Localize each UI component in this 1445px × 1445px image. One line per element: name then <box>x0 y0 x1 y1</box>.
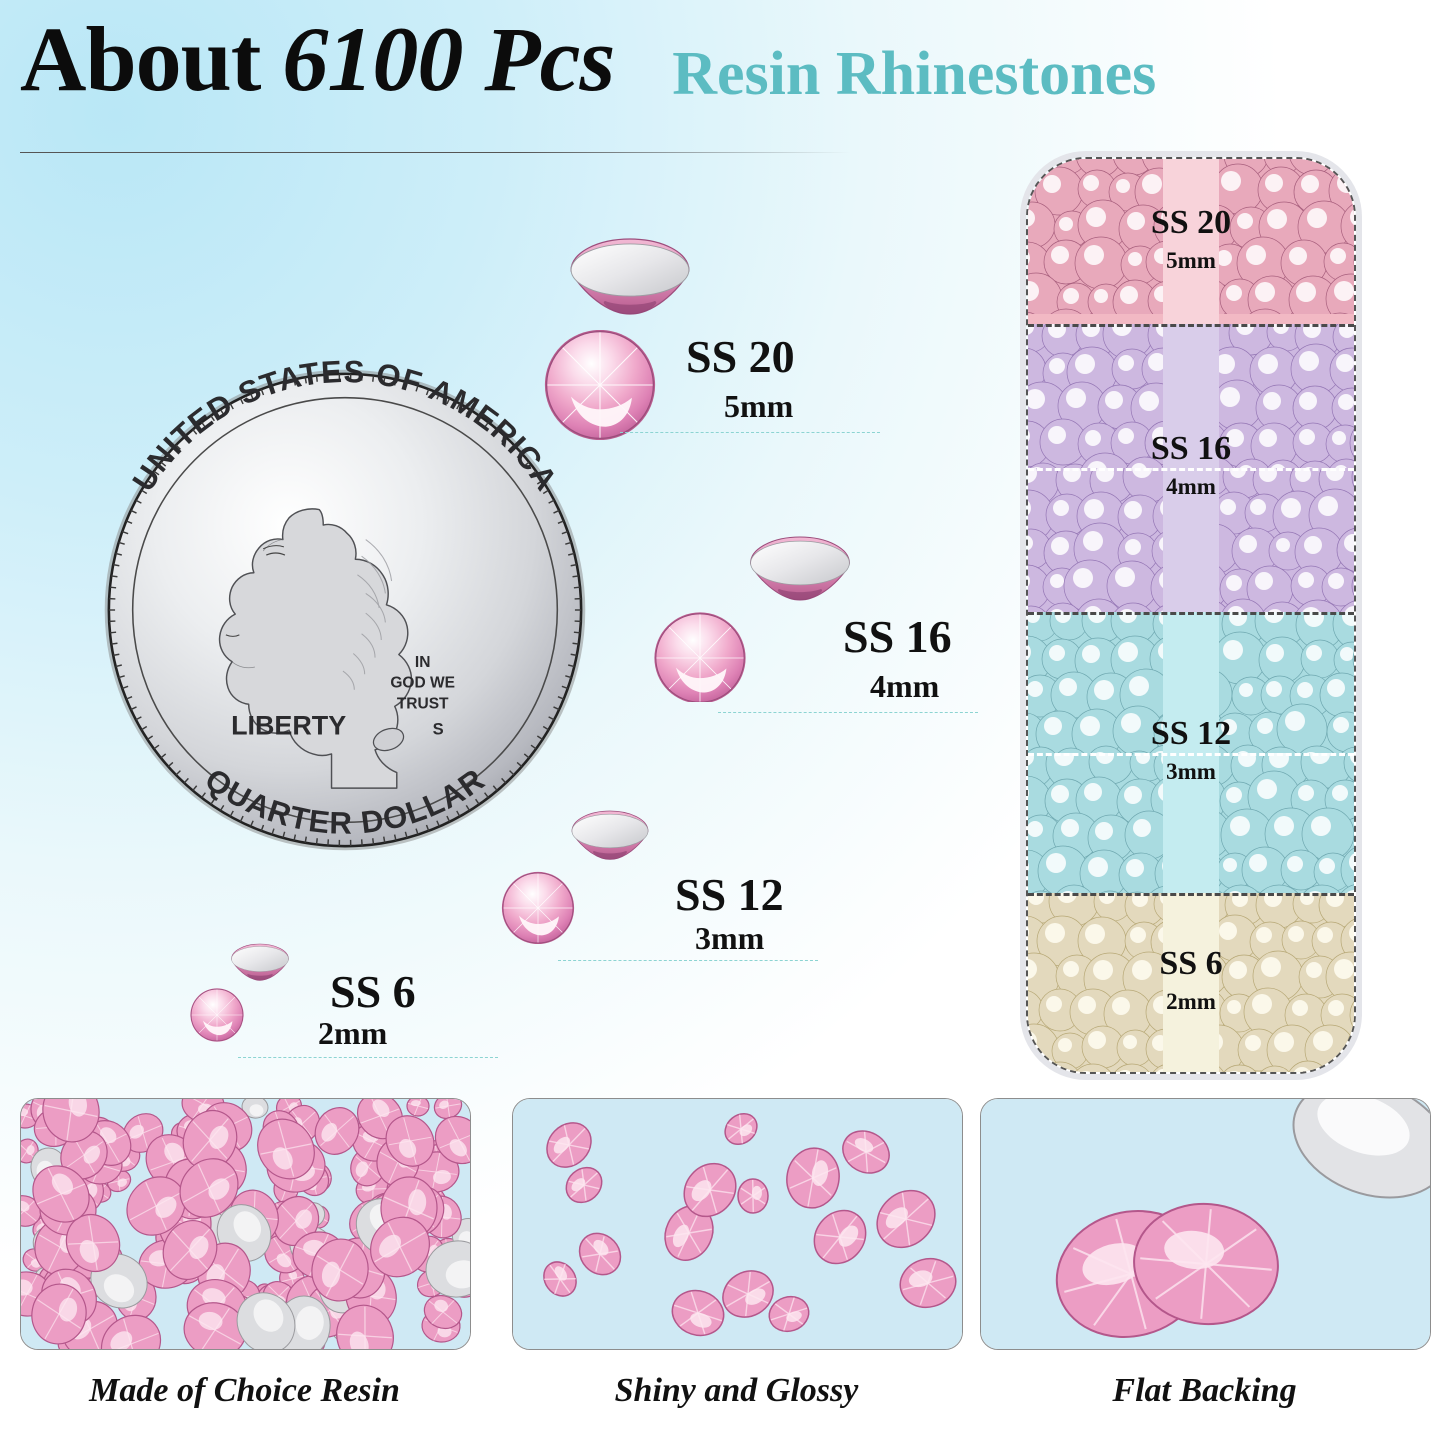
svg-text:GOD WE: GOD WE <box>390 675 455 692</box>
svg-text:IN: IN <box>415 654 431 671</box>
svg-text:TRUST: TRUST <box>397 695 449 712</box>
svg-text:LIBERTY: LIBERTY <box>231 710 346 740</box>
svg-text:S: S <box>433 719 444 738</box>
